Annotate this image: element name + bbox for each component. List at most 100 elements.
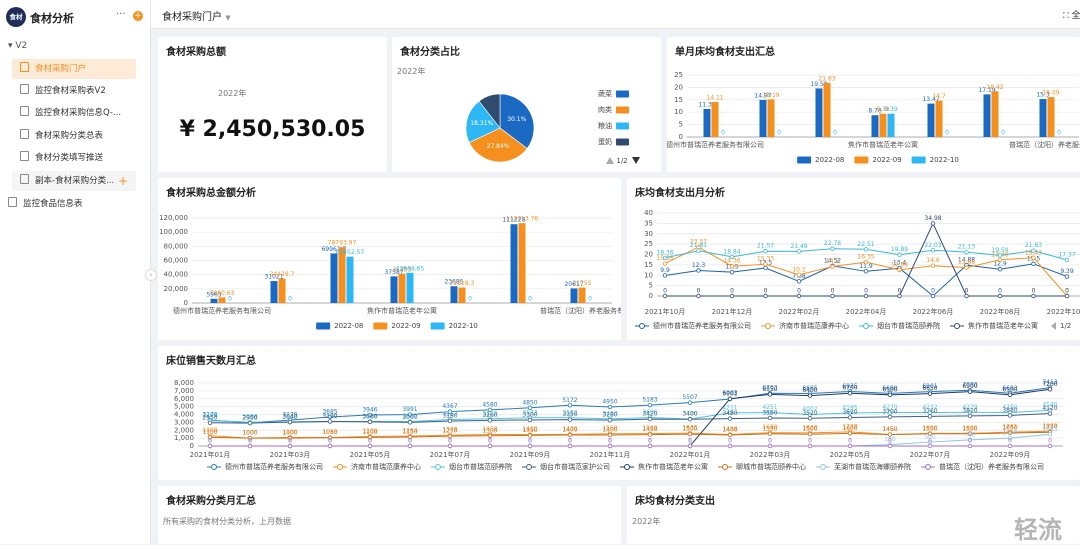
add-icon[interactable]: + <box>118 174 129 188</box>
collapse-handle[interactable]: ‹ <box>145 269 157 281</box>
x-tick-label: 焦作市普瑞范老年公寓 <box>367 306 437 315</box>
data-label: 0 <box>768 438 772 445</box>
card-subtitle: 2022年 <box>397 67 426 76</box>
bar <box>518 223 526 303</box>
data-label: 0 <box>288 296 292 303</box>
point <box>729 293 735 299</box>
legend-swatch <box>639 323 645 329</box>
point <box>367 443 373 449</box>
x-tick-label: 2021年01月 <box>190 450 231 459</box>
x-tick-label: 2021年07月 <box>430 450 471 459</box>
nav-item[interactable]: 监控食品信息表 <box>0 194 124 214</box>
data-label: 0 <box>928 438 932 445</box>
data-label: 14.88 <box>958 257 975 264</box>
app-logo: 食材 <box>6 7 26 27</box>
legend-swatch <box>616 90 629 98</box>
card: 0 5 10 15 20 25 30 35 40 2021年10月 2021年12月 2022年02月… <box>627 178 1080 340</box>
data-label: 3450 <box>602 410 617 417</box>
data-label: 0 <box>730 288 734 295</box>
point <box>407 420 413 425</box>
nav-item[interactable]: 副本-食材采购分类... + <box>12 171 136 191</box>
legend-swatch <box>616 106 629 114</box>
fullscreen-button[interactable]: ⛶ 全屏 <box>1063 8 1080 21</box>
point <box>887 392 893 398</box>
point <box>527 433 533 438</box>
data-label: 780 <box>964 431 976 438</box>
data-label: 1550 <box>922 425 937 432</box>
point <box>1047 411 1053 416</box>
card-subtitle: 2022年 <box>218 89 247 98</box>
series-line <box>209 431 1051 439</box>
data-label: 0 <box>228 296 232 303</box>
data-label: 0 <box>368 438 372 445</box>
add-button[interactable]: + <box>133 11 143 21</box>
nav-label: 监控食品信息表 <box>23 199 83 209</box>
data-label: 0 <box>931 288 935 295</box>
data-label: 4540 <box>1042 402 1057 409</box>
card: 床均食材分类支出 2022年 <box>627 486 1080 544</box>
point <box>897 252 902 257</box>
point <box>567 432 573 438</box>
data-label: 0 <box>688 438 692 445</box>
x-tick-label: 2022年01月 <box>670 450 711 459</box>
data-label: 1479 <box>562 426 577 433</box>
data-label: 21755 <box>572 280 591 287</box>
nav-item[interactable]: 食材采购门户 <box>12 59 136 79</box>
bar <box>759 99 767 137</box>
y-tick-label: 5,000 <box>174 403 194 411</box>
data-label: 21.49 <box>790 243 807 250</box>
legend-swatch <box>863 323 869 329</box>
data-label: 14.36 <box>723 258 740 265</box>
y-tick-label: 6,000 <box>174 395 194 403</box>
point <box>1007 430 1013 436</box>
data-label: 0 <box>408 438 412 445</box>
y-tick-label: 0 <box>679 133 683 141</box>
point <box>527 405 533 411</box>
data-label: 4580 <box>482 401 497 408</box>
data-label: 0 <box>408 438 412 445</box>
point <box>796 249 802 254</box>
data-label: 30.1% <box>507 116 526 123</box>
data-label: 14.52 <box>824 257 841 264</box>
data-label: 0 <box>998 288 1002 295</box>
data-label: 13.4 <box>893 260 907 267</box>
data-label: 4270 <box>882 404 897 411</box>
folder[interactable]: ▾ V2 <box>8 41 28 51</box>
data-label: 19.59 <box>810 81 827 88</box>
nav-item[interactable]: 监控食材采购信息Q-... <box>12 103 136 123</box>
data-label: 1000 <box>1002 430 1017 437</box>
app-title: 食材分析 <box>30 12 74 25</box>
legend-swatch <box>765 323 771 329</box>
data-label: 17.19 <box>978 87 995 94</box>
data-label: 5507 <box>682 394 697 401</box>
point <box>897 267 902 273</box>
point <box>967 437 973 443</box>
legend-swatch <box>925 464 931 470</box>
y-tick-label: 40 <box>644 209 653 217</box>
legend-label: 济南市普瑞范康养中心 <box>779 321 849 330</box>
nav-item[interactable]: 食材采购分类总表 <box>12 126 136 146</box>
point <box>847 415 853 420</box>
more-button[interactable]: ··· <box>116 9 126 20</box>
y-tick-label: 3,000 <box>174 418 194 426</box>
header: 食材采购门户 ▼ ⛶ 全屏 <box>151 0 1080 29</box>
data-label: 15.3 <box>1036 92 1050 99</box>
legend-swatch <box>616 122 629 130</box>
point <box>763 293 768 299</box>
data-label: 6693 <box>1002 385 1017 392</box>
x-tick-label: 2022年04月 <box>846 307 887 316</box>
point <box>964 293 969 299</box>
data-label: 22.78 <box>824 240 841 247</box>
point <box>1007 413 1013 418</box>
point <box>927 443 933 449</box>
nav-item[interactable]: 监控食材采购表V2 <box>12 81 136 101</box>
data-label: 11.9 <box>859 263 873 270</box>
nav-item[interactable]: 食材分类填写推送 <box>12 148 136 168</box>
data-label: 111228 <box>503 217 526 224</box>
data-label: 3367 <box>442 411 457 418</box>
card-title: 食材采购总金额分析 <box>166 188 256 199</box>
page-title[interactable]: 食材采购门户 ▼ <box>162 12 231 23</box>
data-label: 0 <box>848 438 852 445</box>
data-label: 0 <box>608 438 612 445</box>
point <box>807 393 813 398</box>
